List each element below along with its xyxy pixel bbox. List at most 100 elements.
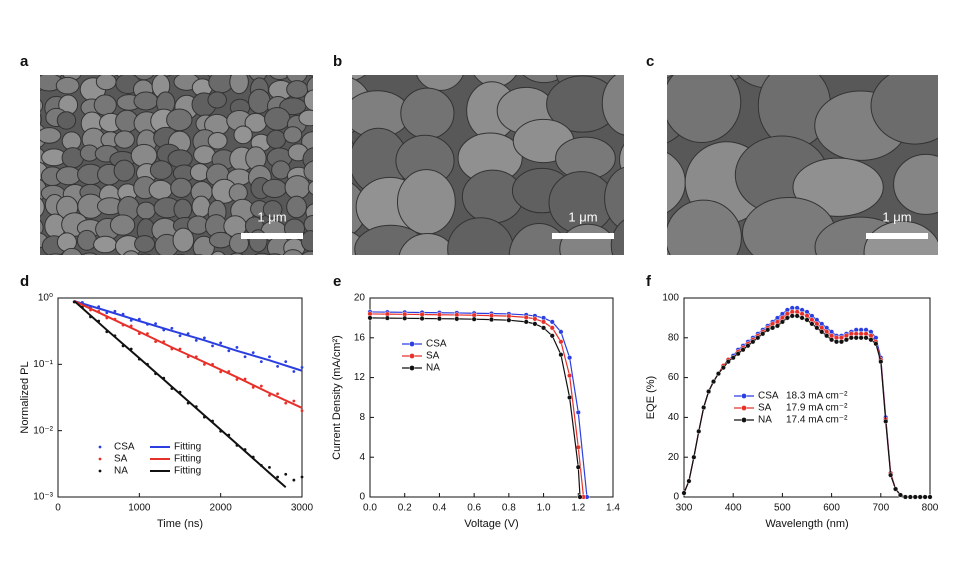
data-point: [276, 392, 279, 396]
data-point: [893, 486, 899, 492]
data-point: [235, 378, 239, 381]
data-point: [912, 494, 918, 500]
grain: [233, 125, 253, 145]
grain: [447, 217, 514, 255]
grain: [508, 223, 570, 255]
grain: [55, 166, 82, 186]
grain: [172, 227, 195, 253]
data-point: [863, 335, 869, 341]
grain: [207, 91, 227, 109]
x-tick-label: 400: [725, 503, 742, 514]
data-point: [243, 355, 247, 359]
grain: [149, 160, 173, 180]
data-point: [829, 337, 835, 343]
grain: [207, 131, 228, 150]
grain: [863, 220, 938, 255]
panel-label: e: [333, 273, 341, 290]
legend-marker: [98, 469, 102, 473]
data-point: [834, 339, 840, 345]
x-tick-label: 500: [774, 503, 791, 514]
panel-label: d: [20, 273, 29, 290]
data-point: [300, 475, 304, 479]
y-tick-label: 0: [359, 492, 365, 503]
data-point: [735, 351, 741, 357]
legend-marker: [409, 341, 415, 347]
y-tick-label: 16: [354, 332, 366, 343]
x-axis-title: Wavelength (nm): [765, 518, 848, 530]
x-tick-label: 0: [55, 503, 61, 514]
series-line: [369, 317, 581, 498]
grain: [522, 75, 566, 84]
series-line: [73, 300, 303, 409]
grain: [81, 252, 98, 255]
data-point: [824, 333, 830, 339]
data-point: [715, 371, 721, 377]
y-tick-label: 10⁻²: [33, 425, 53, 436]
data-point: [873, 341, 879, 347]
grain: [936, 256, 963, 334]
data-point: [745, 343, 751, 349]
data-point: [276, 365, 279, 368]
grain: [945, 88, 963, 146]
data-point: [848, 335, 854, 341]
data-point: [577, 494, 583, 500]
grain: [188, 58, 214, 74]
grain: [61, 247, 83, 255]
data-point: [740, 347, 746, 353]
grain: [396, 169, 456, 235]
y-axis-title: Current Density (mA/cm²): [331, 335, 343, 460]
legend-marker: [741, 405, 747, 411]
legend-marker: [409, 365, 415, 371]
data-point: [794, 313, 800, 319]
grain: [232, 75, 245, 77]
grain: [307, 180, 313, 196]
data-point: [276, 475, 279, 479]
grain: [951, 207, 963, 292]
x-axis-title: Voltage (V): [464, 518, 518, 530]
data-point: [917, 494, 923, 500]
data-point: [532, 316, 538, 322]
scale-bar: [241, 233, 303, 239]
grain: [303, 89, 313, 112]
x-tick-label: 1.4: [606, 503, 620, 514]
data-point: [532, 321, 538, 327]
legend-label: CSA: [114, 442, 135, 453]
legend-jsc: 17.9 mA cm⁻²: [786, 403, 848, 414]
grain: [40, 99, 44, 112]
y-tick-label: 0: [673, 492, 679, 503]
grain: [261, 178, 288, 198]
scale-bar-label: 1 μm: [882, 209, 911, 224]
data-point: [770, 325, 776, 331]
grain: [93, 235, 118, 254]
grain: [667, 199, 742, 255]
grain: [559, 223, 617, 255]
data-point: [211, 344, 214, 348]
data-point: [219, 370, 223, 374]
y-tick-label: 4: [359, 452, 365, 463]
grain: [192, 254, 204, 255]
data-point: [760, 331, 766, 337]
grain: [400, 87, 455, 140]
data-point: [804, 317, 810, 323]
grain: [148, 179, 173, 200]
data-point: [268, 465, 271, 469]
data-point: [292, 370, 296, 373]
grain: [473, 75, 517, 88]
plot-frame: [683, 297, 931, 498]
grain: [303, 160, 313, 183]
grain: [604, 166, 624, 230]
grain: [40, 113, 42, 125]
sem-image: [667, 5, 963, 334]
data-point: [259, 360, 263, 363]
legend-jsc: 17.4 mA cm⁻²: [786, 415, 848, 426]
grain: [40, 219, 44, 236]
data-point: [203, 362, 206, 366]
x-tick-label: 2000: [210, 503, 233, 514]
data-point: [686, 478, 692, 484]
sem-image: [352, 75, 624, 255]
grain: [811, 5, 904, 74]
grain: [48, 253, 63, 255]
y-axis-title: EQE (%): [645, 376, 657, 419]
x-axis-title: Time (ns): [157, 518, 203, 530]
x-tick-label: 0.0: [363, 503, 377, 514]
